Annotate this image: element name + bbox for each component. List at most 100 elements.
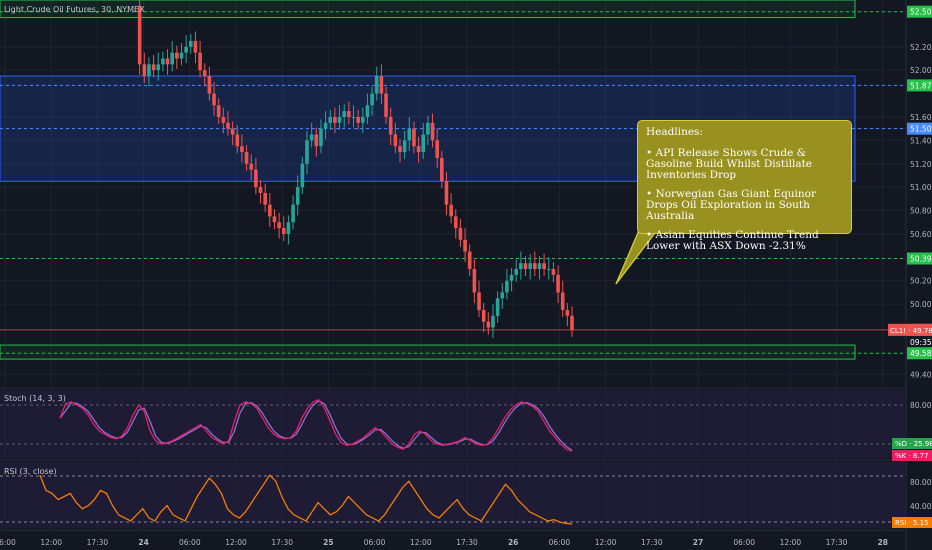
rsi-title: RSI (3, close)	[4, 467, 57, 476]
price-axis-tick: 52.00	[910, 66, 932, 75]
candle-body	[230, 128, 235, 135]
candle-body	[323, 122, 328, 129]
time-axis-label: 17:30	[641, 538, 663, 547]
candle-body	[161, 58, 165, 65]
candle-body	[370, 93, 374, 106]
candle-body	[384, 93, 388, 117]
candle-body	[463, 239, 467, 252]
candle-body	[556, 274, 560, 293]
price-axis-tick: 49.58	[910, 349, 932, 358]
candle-body	[435, 140, 439, 158]
price-axis-tick: 52.50	[910, 8, 932, 17]
candle-body	[249, 163, 254, 170]
rsi-tag	[892, 517, 932, 528]
price-axis-tick: 51.20	[910, 160, 932, 169]
stoch-d-tag	[892, 438, 932, 449]
time-axis-label: 12:00	[225, 538, 247, 547]
candle-body	[235, 134, 240, 147]
price-axis-tick: 51.60	[910, 113, 932, 122]
price-axis-tick: 50.39	[910, 255, 932, 264]
callout-heading: Headlines:	[646, 126, 703, 138]
candle-body	[407, 128, 412, 141]
candle-body	[421, 134, 426, 153]
candle-body	[314, 134, 319, 147]
candle-body	[440, 157, 444, 182]
time-axis-label: 06:00	[0, 538, 16, 547]
candle-body	[398, 146, 402, 153]
candle-body	[309, 134, 314, 141]
candle-body	[365, 105, 370, 117]
candle-body	[147, 64, 151, 77]
candle-body	[537, 263, 542, 270]
callout-item-1: • API Release Shows Crude & Gasoline Bui…	[646, 147, 813, 181]
price-axis-tick: 51.87	[910, 81, 932, 90]
candle-body	[184, 46, 188, 53]
candle-body	[328, 116, 333, 123]
bar-countdown: 09:35	[910, 338, 932, 347]
rsi-axis-tick: 40.00	[910, 502, 932, 511]
candle-body	[258, 187, 263, 193]
candle-body	[202, 70, 207, 77]
callout-item-2: • Norwegian Gas Giant Equinor Drops Oil …	[646, 188, 817, 222]
candle-body	[509, 274, 514, 281]
candle-body	[254, 169, 258, 188]
candle-body	[500, 292, 505, 299]
time-axis-label: 24	[138, 538, 148, 547]
price-label-box	[907, 122, 932, 135]
rsi-axis-tick: 80.00	[910, 478, 932, 487]
candle-body	[472, 269, 477, 293]
candle-body	[491, 315, 495, 328]
price-axis-tick: 49.40	[910, 370, 932, 379]
callout-item-3: • Asian Equities Continue Trend Lower wi…	[646, 229, 819, 252]
rsi-line	[39, 474, 573, 525]
candle-body	[416, 146, 421, 153]
candle-body	[360, 116, 365, 123]
time-axis-label: 17:30	[271, 538, 293, 547]
price-label-box	[907, 252, 932, 265]
candle-body	[523, 263, 528, 270]
candle-body	[198, 52, 202, 71]
time-axis-label: 12:00	[780, 538, 802, 547]
candle-body	[519, 263, 523, 270]
price-axis-tick: 50.80	[910, 207, 932, 216]
time-axis-label: 06:00	[733, 538, 755, 547]
stoch-k-value: %K · 8.77	[895, 452, 929, 460]
candle-body	[481, 309, 486, 322]
candle-body	[272, 216, 277, 223]
candle-body	[263, 193, 267, 205]
price-axis-tick: 50.00	[910, 300, 932, 309]
candle-body	[342, 111, 347, 117]
candle-body	[268, 204, 272, 217]
candle-body	[542, 263, 546, 270]
candle-body	[551, 269, 556, 275]
candle-body	[356, 116, 360, 123]
price-axis-tick: 50.60	[910, 230, 932, 239]
candle-body	[402, 140, 407, 153]
support-zone	[0, 344, 856, 360]
candle-body	[570, 315, 574, 330]
symbol-label: Light Crude Oil Futures, 30, NYMEX	[4, 5, 145, 14]
candle-body	[444, 181, 449, 205]
price-axis-tick: 51.50	[910, 125, 932, 134]
candle-body	[216, 105, 221, 117]
headlines-callout: Headlines: • API Release Shows Crude & G…	[637, 120, 852, 252]
stoch-panel-background	[0, 390, 905, 458]
time-axis-label: 06:00	[179, 538, 201, 547]
candle-body	[151, 64, 156, 71]
price-axis-tick: 51.00	[910, 183, 932, 192]
candle-body	[379, 76, 384, 94]
price-axis-tick: 52.20	[910, 43, 932, 52]
candle-body	[277, 222, 281, 229]
candle-body	[467, 251, 472, 270]
candle-body	[291, 204, 295, 223]
price-axis-tick: 50.20	[910, 277, 932, 286]
time-axis-label: 27	[693, 538, 703, 547]
candle-body	[244, 152, 249, 164]
rsi-panel-background	[0, 462, 905, 528]
time-axis-label: 12:00	[40, 538, 62, 547]
candle-body	[388, 116, 393, 135]
candle-body	[477, 292, 481, 310]
stoch-d-value: %D · 25.98	[895, 440, 932, 448]
